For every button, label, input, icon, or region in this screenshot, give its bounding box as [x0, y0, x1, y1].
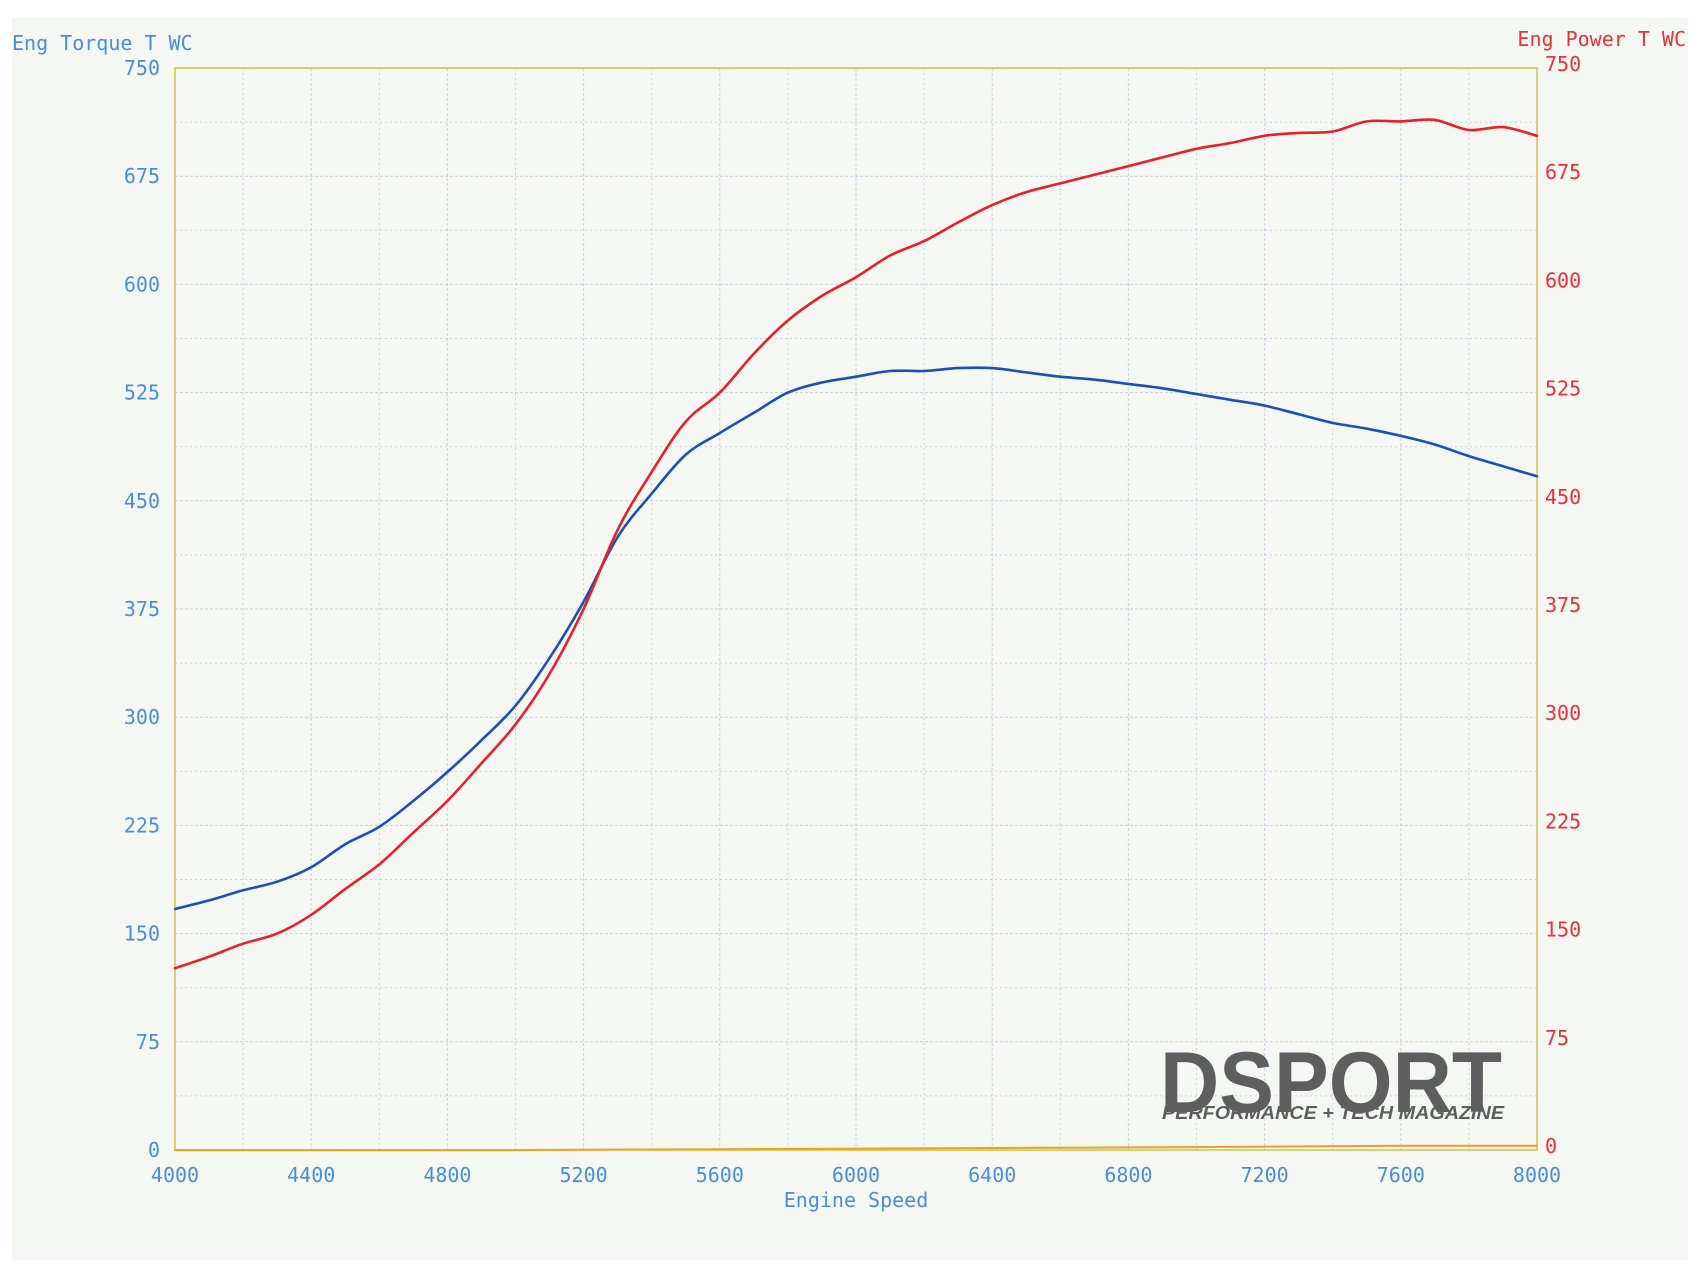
x-tick-label: 4800	[423, 1163, 471, 1187]
x-tick-label: 5600	[696, 1163, 744, 1187]
right-tick-label: 600	[1545, 268, 1581, 292]
right-tick-label: 75	[1545, 1026, 1569, 1050]
right-tick-label: 750	[1545, 52, 1581, 76]
left-tick-label: 150	[124, 922, 160, 946]
x-tick-label: 7600	[1377, 1163, 1425, 1187]
right-axis-title: Eng Power T WC	[1517, 27, 1686, 51]
right-tick-label: 150	[1545, 918, 1581, 942]
x-tick-label: 4000	[151, 1163, 199, 1187]
x-tick-label: 5200	[560, 1163, 608, 1187]
logo-sub: PERFORMANCE + TECH MAGAZINE	[1162, 1103, 1505, 1123]
tick-labels: 4000 4400 4800 5200 5600 6000 6400 6800 7200 7600…	[124, 52, 1581, 1187]
plot-frame	[174, 67, 1538, 1151]
chart-sheet	[12, 18, 1688, 1260]
left-tick-label: 300	[124, 705, 160, 729]
left-tick-label: 750	[124, 56, 160, 80]
series-lines	[173, 118, 1539, 1152]
right-tick-label: 300	[1545, 701, 1581, 725]
x-tick-label: 4400	[287, 1163, 335, 1187]
grid	[174, 67, 1538, 1151]
right-tick-label: 450	[1545, 485, 1581, 509]
power-line	[173, 118, 1539, 970]
left-tick-label: 375	[124, 597, 160, 621]
torque-line	[173, 366, 1539, 911]
x-tick-label: 7200	[1241, 1163, 1289, 1187]
left-tick-label: 75	[136, 1030, 160, 1054]
baseline-line	[174, 1144, 1538, 1152]
left-tick-label: 525	[124, 381, 160, 405]
right-tick-label: 0	[1545, 1134, 1557, 1158]
left-tick-label: 225	[124, 813, 160, 837]
left-axis-title: Eng Torque T WC	[12, 31, 193, 55]
x-axis-title: Engine Speed	[784, 1188, 929, 1212]
left-tick-label: 450	[124, 489, 160, 513]
x-tick-label: 6000	[832, 1163, 880, 1187]
left-tick-label: 600	[124, 272, 160, 296]
right-tick-label: 675	[1545, 160, 1581, 184]
left-tick-label: 0	[148, 1138, 160, 1162]
right-tick-label: 525	[1545, 377, 1581, 401]
left-tick-label: 675	[124, 164, 160, 188]
logo-main: DSPORT	[1160, 1035, 1502, 1131]
x-tick-label: 8000	[1513, 1163, 1561, 1187]
dsport-logo: DSPORT PERFORMANCE + TECH MAGAZINE	[1160, 1035, 1505, 1131]
right-tick-label: 225	[1545, 809, 1581, 833]
x-tick-label: 6400	[968, 1163, 1016, 1187]
right-tick-label: 375	[1545, 593, 1581, 617]
x-tick-label: 6800	[1104, 1163, 1152, 1187]
